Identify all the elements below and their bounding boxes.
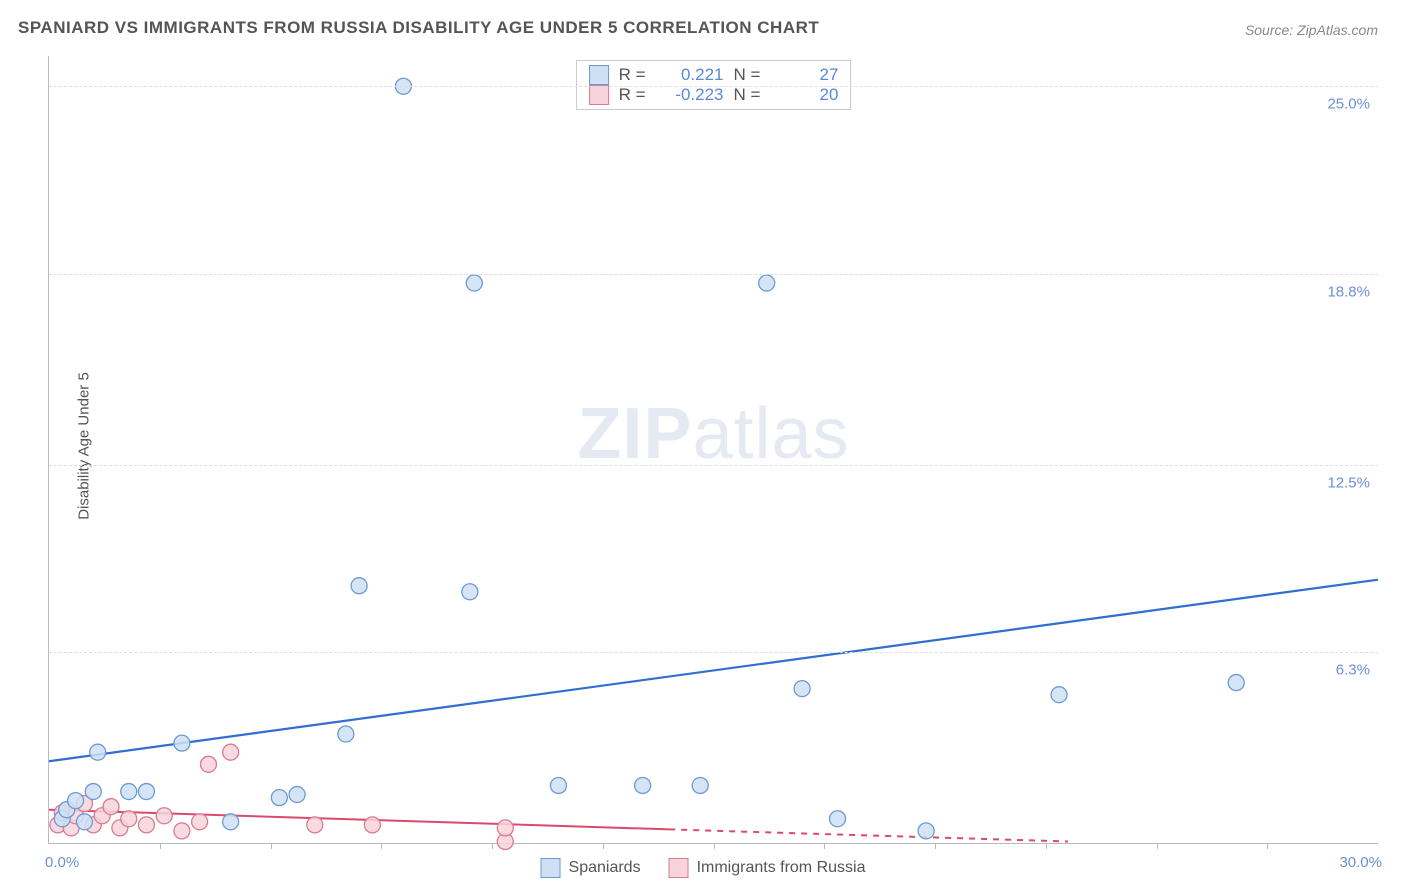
series-legend: Spaniards Immigrants from Russia — [541, 858, 866, 878]
source-attribution: Source: ZipAtlas.com — [1245, 22, 1378, 38]
x-max-label: 30.0% — [1339, 854, 1382, 871]
y-tick-label: 25.0% — [1327, 96, 1370, 113]
y-tick-label: 18.8% — [1327, 283, 1370, 300]
scatter-svg — [49, 56, 1378, 843]
swatch-russia-icon — [669, 858, 689, 878]
legend-item-spaniards: Spaniards — [541, 858, 641, 878]
legend-item-russia: Immigrants from Russia — [669, 858, 866, 878]
swatch-spaniards-icon — [541, 858, 561, 878]
chart-title: SPANIARD VS IMMIGRANTS FROM RUSSIA DISAB… — [18, 18, 819, 38]
y-tick-label: 12.5% — [1327, 474, 1370, 491]
y-tick-label: 6.3% — [1336, 662, 1370, 679]
chart-plot-area: ZIPatlas R = 0.221 N = 27 R = -0.223 N =… — [48, 56, 1378, 844]
x-min-label: 0.0% — [45, 854, 79, 871]
